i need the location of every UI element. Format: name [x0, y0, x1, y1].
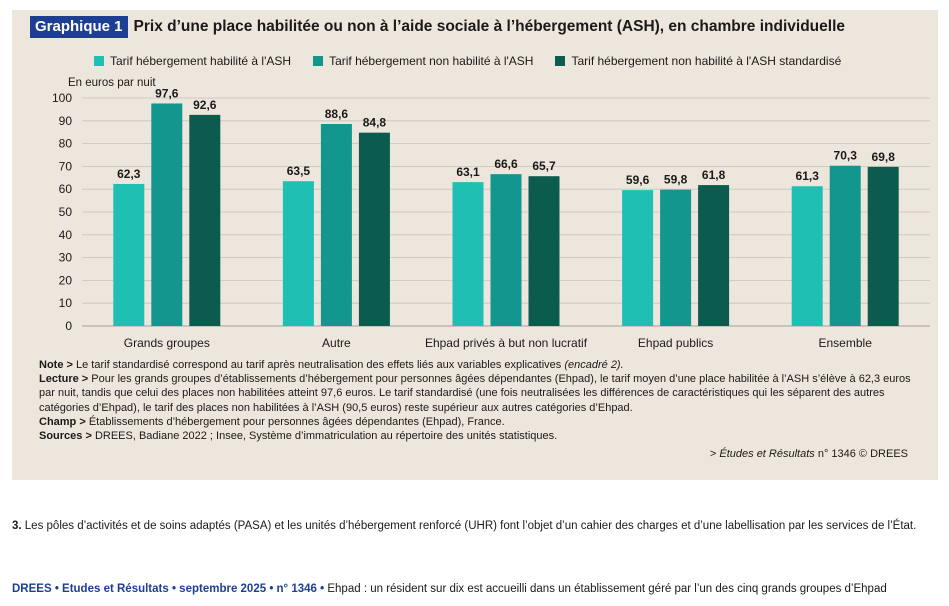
bar	[320, 123, 352, 326]
y-tick-label: 40	[59, 228, 73, 242]
bar	[829, 165, 861, 326]
ref-title: Études et Résultats	[719, 448, 815, 460]
footnote-number: 3.	[12, 520, 22, 532]
x-tick-label: Ehpad privés à but non lucratif	[425, 336, 588, 350]
bar	[113, 183, 145, 326]
bar	[282, 181, 314, 326]
legend-item-standardise: Tarif hébergement non habilité à l'ASH s…	[555, 54, 841, 68]
data-label: 92,6	[193, 98, 217, 112]
x-tick-label: Autre	[322, 336, 351, 350]
bar	[528, 176, 560, 326]
champ-line: Champ > Établissements d’hébergement pou…	[39, 415, 919, 429]
note-line: Note > Le tarif standardisé correspond a…	[39, 358, 919, 372]
bar	[151, 103, 183, 326]
publication-reference: > Études et Résultats n° 1346 © DREES	[710, 448, 908, 460]
lecture-text: Pour les grands groupes d’établissements…	[39, 373, 911, 414]
sources-label: Sources >	[39, 430, 92, 443]
bar	[358, 132, 390, 326]
ref-suffix: n° 1346 © DREES	[814, 448, 908, 460]
data-label: 88,6	[325, 107, 349, 121]
data-label: 66,6	[494, 157, 518, 171]
bar	[660, 189, 692, 326]
y-tick-label: 60	[59, 182, 73, 196]
data-label: 84,8	[363, 116, 387, 130]
bar	[622, 190, 654, 326]
footnote-text: Les pôles d’activités et de soins adapté…	[21, 520, 917, 532]
data-label: 61,3	[796, 169, 820, 183]
x-tick-label: Ehpad publics	[638, 336, 713, 350]
figure-number-tag: Graphique 1	[30, 16, 128, 38]
legend-label-non-habilite: Tarif hébergement non habilité à l'ASH	[329, 54, 534, 68]
page-footer: DREES • Études et Résultats • septembre …	[12, 583, 932, 595]
data-label: 59,6	[626, 173, 650, 187]
legend-item-non-habilite: Tarif hébergement non habilité à l'ASH	[313, 54, 533, 68]
note-text: Le tarif standardisé correspond au tarif…	[72, 359, 565, 371]
y-tick-label: 70	[59, 159, 73, 173]
figure-title-row: Graphique 1 Prix d’une place habilitée o…	[30, 16, 845, 38]
data-label: 63,5	[287, 164, 311, 178]
figure-panel: Graphique 1 Prix d’une place habilitée o…	[12, 10, 938, 480]
bar	[698, 185, 730, 326]
sources-line: Sources > DREES, Badiane 2022 ; Insee, S…	[39, 429, 919, 443]
y-tick-label: 30	[59, 251, 73, 265]
y-axis-label: En euros par nuit	[68, 77, 156, 89]
lecture-label: Lecture >	[39, 373, 89, 386]
y-tick-label: 20	[59, 273, 73, 287]
data-label: 97,6	[155, 86, 179, 100]
legend-swatch-non-habilite	[313, 56, 324, 66]
legend-label-standardise: Tarif hébergement non habilité à l'ASH s…	[571, 54, 842, 68]
chart-legend: Tarif hébergement habilité à l'ASH Tarif…	[94, 54, 841, 68]
x-tick-label: Ensemble	[819, 336, 873, 350]
legend-swatch-habilite	[94, 56, 104, 66]
figure-title: Prix d’une place habilitée ou non à l’ai…	[133, 18, 845, 35]
data-label: 69,8	[872, 150, 896, 164]
y-tick-label: 50	[59, 205, 73, 219]
sources-text: DREES, Badiane 2022 ; Insee, Système d’i…	[91, 430, 558, 443]
bar	[189, 114, 221, 326]
y-tick-label: 90	[59, 114, 73, 128]
bar	[867, 166, 899, 326]
champ-text: Établissements d’hébergement pour person…	[85, 415, 505, 428]
y-tick-label: 0	[65, 319, 72, 333]
footer-text: Ehpad : un résident sur dix est accueill…	[324, 583, 887, 595]
bar-chart: 0 10 20 30 40 50 60 70 80 90 100 62,3 97,6 92,6 Grands…	[52, 86, 930, 350]
y-tick-label: 10	[59, 296, 73, 310]
bar	[490, 174, 522, 326]
data-label: 70,3	[834, 149, 858, 163]
data-label: 63,1	[456, 165, 480, 179]
note-ref: (encadré 2).	[564, 359, 624, 371]
figure-notes: Note > Le tarif standardisé correspond a…	[39, 358, 919, 443]
champ-label: Champ >	[39, 415, 86, 428]
footer-publisher: DREES • Études et Résultats • septembre …	[12, 583, 325, 595]
bar	[791, 186, 823, 326]
footnote: 3. Les pôles d’activités et de soins ada…	[12, 519, 930, 534]
bar	[452, 182, 484, 326]
x-tick-label: Grands groupes	[124, 336, 210, 350]
data-label: 65,7	[532, 159, 556, 173]
note-label: Note >	[39, 359, 73, 371]
data-label: 59,8	[664, 173, 688, 187]
legend-label-habilite: Tarif hébergement habilité à l'ASH	[110, 54, 292, 68]
legend-item-habilite: Tarif hébergement habilité à l'ASH	[94, 54, 291, 68]
y-tick-label: 100	[52, 91, 72, 105]
legend-swatch-standardise	[555, 56, 566, 66]
data-label: 61,8	[702, 168, 726, 182]
y-tick-label: 80	[59, 137, 73, 151]
lecture-line: Lecture > Pour les grands groupes d’étab…	[39, 372, 919, 415]
ref-prefix: >	[709, 448, 720, 460]
data-label: 62,3	[117, 167, 141, 181]
